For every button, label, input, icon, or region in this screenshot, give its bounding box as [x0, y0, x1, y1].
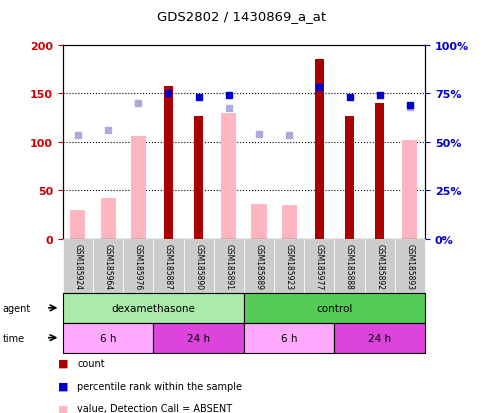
- Text: GSM185888: GSM185888: [345, 244, 354, 289]
- Text: GSM185977: GSM185977: [315, 243, 324, 290]
- Bar: [71, 211, 85, 240]
- Text: ■: ■: [57, 404, 68, 413]
- Text: GSM185923: GSM185923: [284, 243, 294, 290]
- Text: time: time: [2, 333, 25, 343]
- Text: ■: ■: [57, 381, 68, 391]
- Bar: [345, 116, 354, 240]
- Text: 6 h: 6 h: [281, 333, 298, 343]
- Bar: [375, 104, 384, 240]
- Bar: [315, 60, 324, 240]
- Text: GSM185892: GSM185892: [375, 243, 384, 290]
- Bar: [100, 199, 115, 240]
- Text: GSM185976: GSM185976: [134, 243, 143, 290]
- Bar: [194, 116, 203, 240]
- Text: GSM185924: GSM185924: [73, 243, 83, 290]
- Text: 24 h: 24 h: [187, 333, 210, 343]
- Bar: [164, 87, 173, 240]
- Text: agent: agent: [2, 303, 30, 313]
- Text: percentile rank within the sample: percentile rank within the sample: [77, 381, 242, 391]
- Bar: [402, 140, 417, 240]
- Text: 24 h: 24 h: [368, 333, 391, 343]
- Text: GSM185889: GSM185889: [255, 243, 264, 290]
- Text: control: control: [316, 303, 353, 313]
- Text: 6 h: 6 h: [100, 333, 116, 343]
- Text: value, Detection Call = ABSENT: value, Detection Call = ABSENT: [77, 404, 232, 413]
- Text: GSM185891: GSM185891: [224, 243, 233, 290]
- Text: GSM185893: GSM185893: [405, 243, 414, 290]
- Text: GSM185887: GSM185887: [164, 243, 173, 290]
- Bar: [131, 137, 146, 240]
- Text: ■: ■: [57, 358, 68, 368]
- Text: GSM185890: GSM185890: [194, 243, 203, 290]
- Bar: [252, 204, 267, 240]
- Bar: [221, 113, 236, 240]
- Text: dexamethasone: dexamethasone: [112, 303, 195, 313]
- Bar: [282, 206, 297, 240]
- Text: count: count: [77, 358, 105, 368]
- Text: GSM185964: GSM185964: [103, 243, 113, 290]
- Text: GDS2802 / 1430869_a_at: GDS2802 / 1430869_a_at: [157, 10, 326, 23]
